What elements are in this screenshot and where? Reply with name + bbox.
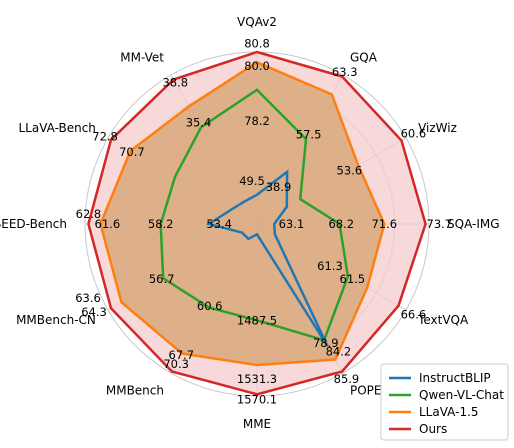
value-label: 68.2 [328, 217, 354, 231]
value-label: 80.8 [244, 36, 270, 50]
value-label: 38.8 [162, 75, 188, 89]
value-label: 80.0 [244, 59, 270, 73]
value-label: 84.2 [326, 345, 352, 359]
series-line-instructblip [205, 169, 329, 347]
legend: InstructBLIP Qwen-VL-Chat LLaVA-1.5 Ours [380, 363, 509, 441]
axis-label-llava-bench: LLaVA-Bench [18, 121, 95, 135]
series-lines [87, 50, 427, 396]
value-label: 60.6 [401, 127, 427, 141]
value-label: 61.5 [340, 272, 366, 286]
value-label: 61.3 [317, 259, 343, 273]
axis-label-mm-vet: MM-Vet [120, 51, 164, 65]
axis-label-pope: POPE [350, 383, 382, 397]
series-line-qwen-vl-chat [159, 88, 350, 342]
series-fills [88, 52, 426, 395]
value-label: 38.9 [266, 180, 292, 194]
value-label: 73.7 [427, 217, 453, 231]
value-label: 49.5 [239, 174, 265, 188]
value-label: 70.3 [163, 357, 189, 371]
legend-box [380, 363, 509, 441]
axis-label-textvqa: TextVQA [417, 313, 469, 327]
axis-label-mmbench: MMBench [106, 383, 164, 397]
axis-label-gqa: GQA [350, 51, 378, 65]
value-label: 1487.5 [237, 313, 277, 327]
axis-labels: VQAv2 GQA VizWiz SQA-IMG TextVQA POPE MME MMBen… [0, 15, 500, 431]
value-label: 63.1 [279, 217, 305, 231]
value-label: 72.8 [92, 129, 118, 143]
series-line-ours [87, 50, 427, 396]
value-label: 53.4 [206, 217, 232, 231]
value-label: 35.4 [186, 116, 212, 130]
series-line-llava-1-5 [99, 60, 386, 367]
value-label: 62.8 [76, 207, 102, 221]
legend-label-instructblip: InstructBLIP [419, 371, 491, 385]
axis-label-mme: MME [243, 417, 271, 431]
value-label: 56.7 [149, 272, 175, 286]
value-label: 58.2 [148, 217, 174, 231]
value-label: 63.3 [332, 65, 358, 79]
axis-label-vqav2: VQAv2 [237, 15, 277, 29]
value-label: 1531.3 [237, 372, 277, 386]
value-label: 78.9 [313, 336, 339, 350]
value-label: 61.6 [95, 217, 121, 231]
legend-label-qwen-vl-chat: Qwen-VL-Chat [419, 388, 504, 402]
axis-label-mmbench-cn: MMBench-CN [16, 313, 96, 327]
legend-label-llava-1-5: LLaVA-1.5 [419, 405, 479, 419]
value-label: 78.2 [244, 114, 270, 128]
value-label: 71.6 [371, 217, 397, 231]
value-label: 53.6 [337, 164, 363, 178]
value-label: 63.6 [75, 291, 101, 305]
value-label: 57.5 [296, 128, 322, 142]
legend-label-ours: Ours [419, 422, 447, 436]
value-label: 67.7 [169, 348, 195, 362]
value-label: 60.6 [197, 299, 223, 313]
series-fill-llava-1-5 [100, 62, 385, 366]
value-label: 1570.1 [237, 392, 277, 406]
value-label: 66.6 [401, 307, 427, 321]
axis-label-sqa-img: SQA-IMG [447, 217, 500, 231]
value-label: 64.3 [81, 305, 107, 319]
axis-label-seed-bench: SEED-Bench [0, 217, 67, 231]
value-label: 70.7 [119, 145, 145, 159]
axis-label-vizwiz: VizWiz [418, 121, 457, 135]
value-labels: 49.5 78.2 80.0 80.8 38.9 57.5 63.3 53.6 60.6 63.1… [75, 36, 452, 406]
value-label: 85.9 [334, 372, 360, 386]
